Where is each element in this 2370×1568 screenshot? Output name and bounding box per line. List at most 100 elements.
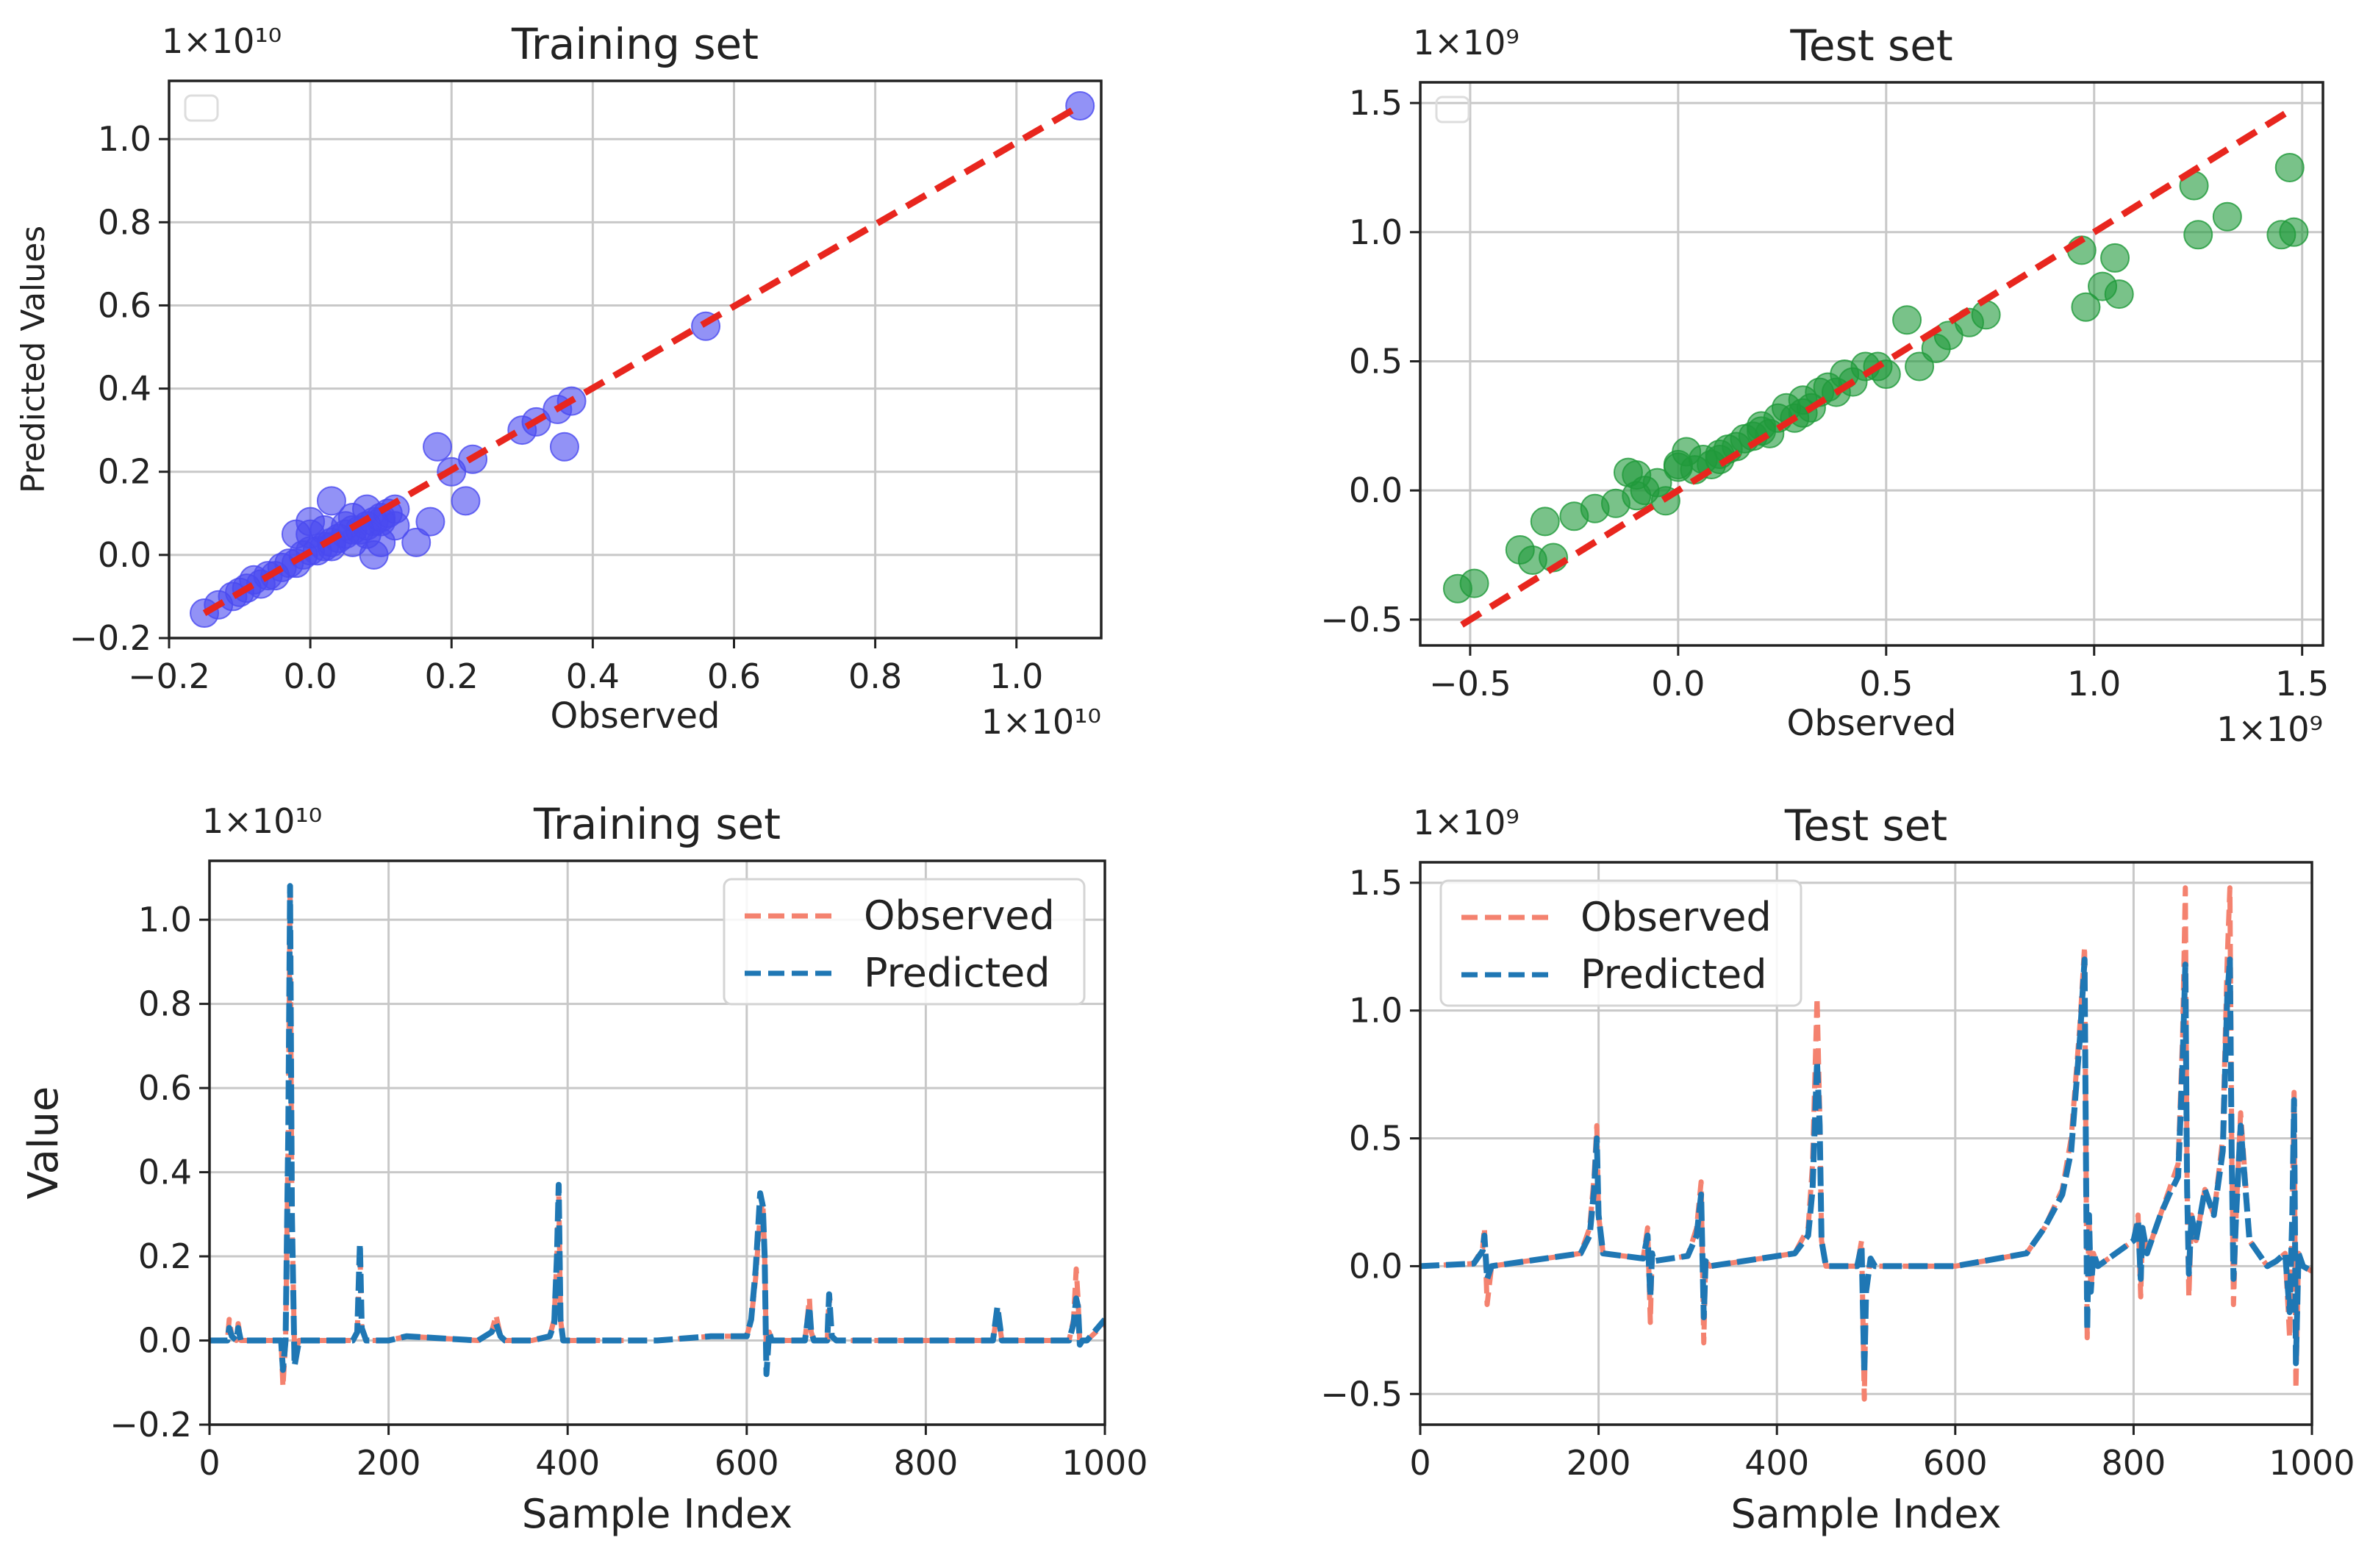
- x-tick-label: 0.8: [848, 656, 902, 696]
- y-tick-label: −0.5: [1320, 1374, 1403, 1414]
- scatter-point: [1459, 568, 1489, 598]
- chart-train-scatter: −0.2 0.0 0.2 0.4 0.6 0.8 1.0 −0.2 0.0 0.2 0.4 0.6 0.…: [0, 0, 1185, 784]
- y-axis-multiplier: 1×10⁹: [1413, 23, 1519, 62]
- axes-frame: [208, 859, 1106, 1426]
- y-tick-label: 0.0: [138, 1321, 192, 1361]
- scatter-point: [2274, 152, 2305, 182]
- y-axis-multiplier: 1×10¹⁰: [202, 801, 322, 841]
- scatter-point: [415, 506, 445, 537]
- legend-label: Predicted: [864, 950, 1050, 996]
- scatter-point: [401, 527, 432, 557]
- x-tick-label: 1.0: [2067, 664, 2121, 704]
- y-tick-label: 0.2: [98, 452, 151, 492]
- y-tick-label: 1.5: [1349, 863, 1403, 903]
- x-tick-label: 0.2: [425, 656, 479, 696]
- x-tick-label: 0.5: [1859, 664, 1913, 704]
- chart-title: Training set: [533, 799, 781, 849]
- series-line-observed: [1420, 885, 2312, 1402]
- legend-box: [723, 878, 1086, 1006]
- y-axis-label: Value: [20, 1086, 68, 1200]
- x-tick-label: 0.4: [566, 656, 620, 696]
- y-tick-label: 0.5: [1349, 341, 1403, 381]
- x-tick-label: −0.5: [1429, 664, 1511, 704]
- plot-marks: [1420, 885, 2312, 1402]
- y-axis-multiplier: 1×10⁹: [1413, 803, 1519, 842]
- y-tick-label: 0.4: [98, 369, 151, 409]
- y-tick-label: 0.5: [1349, 1119, 1403, 1159]
- legend-box: [1435, 96, 1470, 123]
- y-tick-label: 0.0: [98, 535, 151, 575]
- y-tick-label: 0.8: [138, 984, 192, 1024]
- chart-test-series: 0 200 400 600 800 1000 −0.5 0.0 0.5 1.0 1.5 Test se…: [1185, 784, 2370, 1568]
- y-tick-label: 0.4: [138, 1153, 192, 1192]
- scatter-point: [380, 511, 410, 541]
- legend-box: [1439, 879, 1802, 1007]
- chart-title: Test set: [1784, 801, 1947, 851]
- x-tick-label: 1000: [1062, 1443, 1148, 1483]
- chart-title: Training set: [511, 19, 759, 69]
- y-tick-label: 1.5: [1349, 83, 1403, 123]
- chart-train-series: 0 200 400 600 800 1000 −0.2 0.0 0.2 0.4 0.6 0.8 1.0 T…: [0, 784, 1185, 1568]
- x-tick-label: 800: [2101, 1443, 2166, 1483]
- scatter-point: [1892, 305, 1922, 335]
- chart-train-series-svg: 0 200 400 600 800 1000 −0.2 0.0 0.2 0.4 0.6 0.8 1.0 T…: [20, 799, 1148, 1537]
- x-tick-label: 200: [1567, 1443, 1631, 1483]
- chart-test-scatter-svg: −0.5 0.0 0.5 1.0 1.5 −0.5 0.0 0.5 1.0 1.5 Test set…: [1320, 21, 2329, 749]
- x-tick-label: 0.0: [1651, 664, 1705, 704]
- x-tick-label: 1000: [2269, 1443, 2355, 1483]
- y-tick-label: 0.6: [98, 285, 151, 325]
- y-tick-label: 0.2: [138, 1236, 192, 1276]
- chart-train-scatter-svg: −0.2 0.0 0.2 0.4 0.6 0.8 1.0 −0.2 0.0 0.2 0.4 0.6 0.…: [15, 19, 1103, 742]
- x-tick-label: 0: [198, 1443, 220, 1483]
- plot-marks: [190, 90, 1095, 629]
- chart-title: Test set: [1789, 21, 1952, 71]
- y-tick-label: −0.2: [69, 618, 151, 658]
- scatter-point: [549, 432, 579, 462]
- legend-label: Predicted: [1580, 951, 1767, 998]
- scatter-point: [1971, 300, 2001, 330]
- plot-marks: [1442, 107, 2309, 628]
- y-tick-label: −0.2: [110, 1405, 192, 1445]
- y-tick-label: 0.8: [98, 202, 151, 242]
- legend-label: Observed: [1580, 894, 1772, 940]
- x-tick-label: 800: [893, 1443, 958, 1483]
- y-tick-label: 1.0: [1349, 991, 1403, 1031]
- legend-box: [184, 94, 219, 122]
- plot-marks: [210, 883, 1105, 1389]
- scatter-point: [2071, 292, 2101, 322]
- x-tick-label: 400: [535, 1443, 600, 1483]
- y-tick-label: 1.0: [1349, 212, 1403, 252]
- y-axis-label: Predicted Values: [15, 226, 52, 493]
- legend-label: Observed: [864, 892, 1055, 939]
- x-tick-label: 0.0: [284, 656, 337, 696]
- y-tick-label: 0.0: [1349, 470, 1403, 510]
- scatter-point: [1530, 506, 1560, 537]
- series-line-predicted: [210, 883, 1105, 1378]
- x-tick-label: 400: [1744, 1443, 1809, 1483]
- x-tick-label: 1.0: [989, 656, 1043, 696]
- x-axis-label: Sample Index: [522, 1491, 792, 1537]
- scatter-point: [1663, 452, 1693, 482]
- axes-frame: [168, 79, 1103, 640]
- legend: Observed Predicted: [1439, 879, 1802, 1007]
- series-line-predicted: [1420, 956, 2312, 1377]
- x-axis-label: Observed: [1787, 703, 1957, 744]
- x-tick-label: 0: [1409, 1443, 1431, 1483]
- scatter-point: [2279, 217, 2309, 247]
- x-tick-label: 1.5: [2275, 664, 2329, 704]
- x-tick-label: 600: [1923, 1443, 1988, 1483]
- chart-test-series-svg: 0 200 400 600 800 1000 −0.5 0.0 0.5 1.0 1.5 Test se…: [1320, 801, 2355, 1537]
- y-tick-label: 1.0: [98, 119, 151, 159]
- legend: Observed Predicted: [723, 878, 1086, 1006]
- reference-line: [1460, 107, 2292, 628]
- y-tick-label: 0.0: [1349, 1246, 1403, 1286]
- scatter-point: [2183, 220, 2213, 250]
- x-axis-label: Sample Index: [1730, 1491, 2001, 1537]
- x-axis-label: Observed: [551, 695, 720, 737]
- y-tick-label: 1.0: [138, 900, 192, 939]
- y-tick-label: −0.5: [1320, 600, 1403, 640]
- x-tick-label: −0.2: [128, 656, 210, 696]
- chart-test-scatter: −0.5 0.0 0.5 1.0 1.5 −0.5 0.0 0.5 1.0 1.5 Test set…: [1185, 0, 2370, 784]
- scatter-point: [1905, 351, 1935, 382]
- x-tick-label: 0.6: [707, 656, 761, 696]
